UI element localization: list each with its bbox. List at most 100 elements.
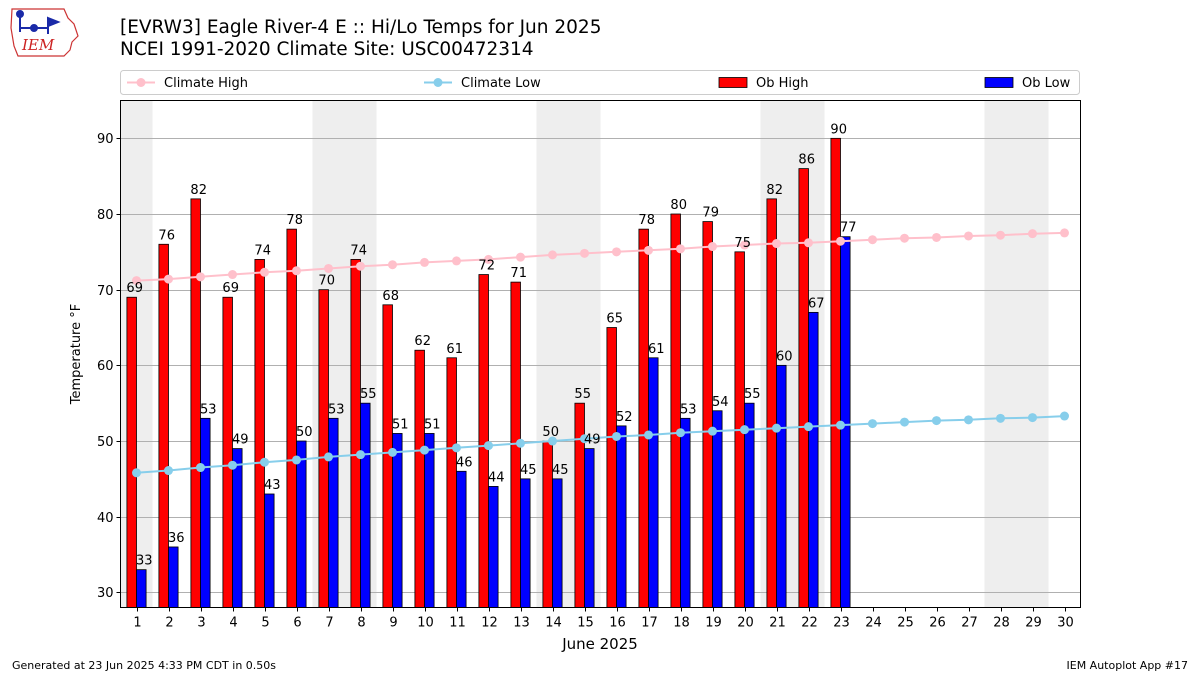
ob-high-label-15: 55 bbox=[574, 387, 591, 402]
ob-high-label-19: 79 bbox=[702, 206, 719, 221]
y-tick-label-70: 70 bbox=[97, 284, 114, 299]
climate-lines bbox=[132, 228, 1069, 478]
x-tick-label-27: 27 bbox=[961, 616, 978, 631]
climate-high-point-4 bbox=[228, 270, 237, 280]
ob-low-label-7: 53 bbox=[328, 402, 345, 417]
ob-low-label-10: 51 bbox=[424, 417, 441, 432]
climate-low-point-5 bbox=[260, 457, 269, 467]
climate-high-point-25 bbox=[900, 233, 909, 243]
ob-high-label-6: 78 bbox=[286, 213, 303, 228]
ob-high-label-21: 82 bbox=[766, 183, 783, 198]
ob-high-label-8: 74 bbox=[350, 243, 367, 258]
gridlines bbox=[120, 138, 1081, 593]
climate-high-point-16 bbox=[612, 247, 621, 257]
climate-high-point-6 bbox=[292, 266, 301, 276]
ob-high-label-14: 50 bbox=[542, 425, 559, 440]
ob-high-bar-10 bbox=[414, 349, 425, 608]
ob-low-bar-16 bbox=[616, 425, 627, 608]
ob-high-label-23: 90 bbox=[830, 122, 847, 137]
climate-low-point-28 bbox=[996, 413, 1005, 423]
climate-low-point-12 bbox=[484, 441, 493, 451]
y-axis-label: Temperature °F bbox=[69, 304, 84, 405]
climate-high-point-8 bbox=[356, 261, 365, 271]
x-tick-label-13: 13 bbox=[513, 616, 530, 631]
x-tick-label-5: 5 bbox=[261, 616, 269, 631]
legend: Climate High Climate Low Ob High Ob Low bbox=[120, 70, 1080, 95]
ob-high-bar-11 bbox=[446, 357, 457, 608]
ob-low-bar-4 bbox=[232, 448, 243, 608]
climate-high-point-13 bbox=[516, 252, 525, 262]
ob-low-bar-14 bbox=[552, 478, 563, 608]
x-tick-label-29: 29 bbox=[1025, 616, 1042, 631]
climate-high-point-19 bbox=[708, 242, 717, 252]
weather-station-icon bbox=[16, 10, 61, 34]
x-tick-label-28: 28 bbox=[993, 616, 1010, 631]
ob-low-label-18: 53 bbox=[680, 402, 697, 417]
logo-text: IEM bbox=[21, 36, 55, 54]
ob-low-bar-2 bbox=[168, 546, 179, 608]
x-tick-label-23: 23 bbox=[833, 616, 850, 631]
ob-high-bar-16 bbox=[606, 327, 617, 608]
climate-high-point-27 bbox=[964, 231, 973, 241]
ob-high-label-9: 68 bbox=[382, 289, 399, 304]
ob-low-bar-5 bbox=[264, 493, 275, 608]
ob-low-bar-22 bbox=[808, 311, 819, 608]
climate-low-point-18 bbox=[676, 428, 685, 438]
y-tick-label-90: 90 bbox=[97, 132, 114, 147]
climate-high-point-17 bbox=[644, 245, 653, 255]
x-tick-label-24: 24 bbox=[865, 616, 882, 631]
y-tick-label-30: 30 bbox=[97, 586, 114, 601]
x-tick-label-20: 20 bbox=[737, 616, 754, 631]
climate-high-point-30 bbox=[1060, 228, 1069, 238]
y-tick-label-40: 40 bbox=[97, 511, 114, 526]
legend-ob-low-label: Ob Low bbox=[1022, 76, 1071, 91]
ob-high-bar-23 bbox=[830, 137, 841, 608]
climate-low-point-19 bbox=[708, 426, 717, 436]
ob-low-label-21: 60 bbox=[776, 349, 793, 364]
ob-high-label-18: 80 bbox=[670, 198, 687, 213]
x-tick-label-3: 3 bbox=[197, 616, 205, 631]
ob-high-bar-7 bbox=[318, 289, 329, 608]
iowa-state-outline bbox=[10, 8, 79, 57]
climate-low-point-22 bbox=[804, 422, 813, 432]
ob-low-bar-17 bbox=[648, 357, 659, 608]
x-tick-label-19: 19 bbox=[705, 616, 722, 631]
ob-low-bar-13 bbox=[520, 478, 531, 608]
climate-low-point-24 bbox=[868, 419, 877, 429]
climate-high-point-14 bbox=[548, 250, 557, 260]
chart-title: [EVRW3] Eagle River-4 E :: Hi/Lo Temps f… bbox=[120, 17, 602, 38]
legend-frame bbox=[120, 70, 1080, 95]
legend-climate-high-label: Climate High bbox=[164, 76, 248, 91]
weekend-shade-day-28 bbox=[984, 100, 1017, 608]
x-tick-label-8: 8 bbox=[357, 616, 365, 631]
climate-high-point-26 bbox=[932, 232, 941, 242]
x-tick-label-16: 16 bbox=[609, 616, 626, 631]
climate-high-point-24 bbox=[868, 235, 877, 245]
ob-high-label-13: 71 bbox=[510, 266, 527, 281]
ob-low-label-19: 54 bbox=[712, 395, 729, 410]
ob-high-label-20: 75 bbox=[734, 236, 751, 251]
legend-climate-low-label: Climate Low bbox=[461, 76, 541, 91]
climate-high-point-18 bbox=[676, 244, 685, 254]
x-tick-label-14: 14 bbox=[545, 616, 562, 631]
climate-low-point-11 bbox=[452, 443, 461, 453]
ob-low-label-9: 51 bbox=[392, 417, 409, 432]
ob-low-bar-18 bbox=[680, 417, 691, 608]
climate-low-point-8 bbox=[356, 450, 365, 460]
x-tick-label-4: 4 bbox=[229, 616, 237, 631]
ob-low-label-14: 45 bbox=[552, 463, 569, 478]
ob-high-label-22: 86 bbox=[798, 153, 815, 168]
ob-high-label-5: 74 bbox=[254, 243, 271, 258]
x-tick-label-6: 6 bbox=[293, 616, 301, 631]
climate-high-point-7 bbox=[324, 263, 333, 273]
ob-low-bar-21 bbox=[776, 364, 787, 608]
ob-low-label-5: 43 bbox=[264, 478, 281, 493]
x-tick-label-22: 22 bbox=[801, 616, 818, 631]
x-tick-label-7: 7 bbox=[325, 616, 333, 631]
ob-high-label-3: 82 bbox=[190, 183, 207, 198]
climate-low-point-9 bbox=[388, 447, 397, 457]
y-tick-label-60: 60 bbox=[97, 359, 114, 374]
ob-low-label-11: 46 bbox=[456, 455, 473, 470]
ob-low-bar-19 bbox=[712, 410, 723, 608]
x-tick-label-9: 9 bbox=[389, 616, 397, 631]
